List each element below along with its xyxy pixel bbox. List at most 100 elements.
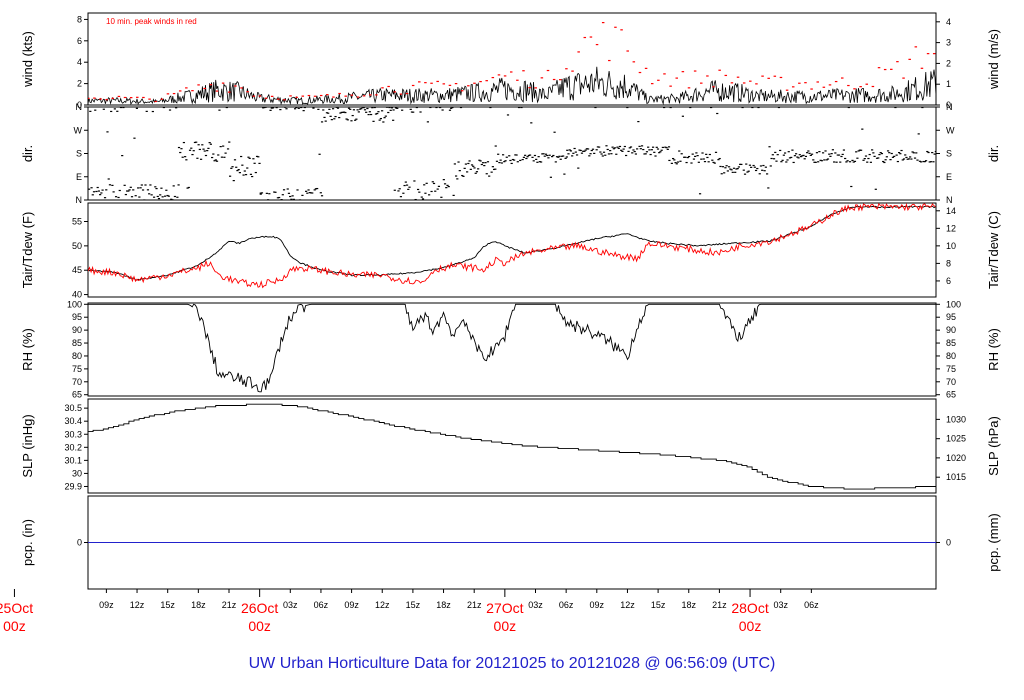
peak-wind-point	[932, 53, 936, 55]
wind-direction-point	[861, 128, 864, 130]
y2-axis-label: SLP (hPa)	[986, 416, 1001, 476]
wind-direction-point	[231, 166, 234, 168]
wind-direction-point	[177, 184, 180, 186]
wind-direction-point	[264, 107, 267, 108]
peak-wind-point	[847, 84, 850, 87]
wind-direction-point	[196, 157, 199, 159]
wind-direction-point	[453, 163, 456, 165]
wind-direction-point	[151, 110, 154, 113]
wind-direction-point	[906, 158, 909, 160]
wind-direction-point	[392, 109, 395, 111]
wind-direction-point	[209, 143, 212, 145]
wind-direction-point	[423, 184, 426, 186]
wind-direction-point	[765, 173, 769, 175]
day-label: 25Oct	[0, 600, 33, 616]
y-tick-label: 100	[67, 299, 82, 309]
x-tick-label: 21z	[467, 600, 482, 610]
wind-direction-point	[467, 162, 470, 165]
wind-direction-point	[282, 189, 286, 191]
wind-direction-point	[268, 193, 271, 195]
peak-wind-point	[234, 85, 237, 87]
y2-tick-label: 85	[946, 338, 956, 348]
wind-direction-point	[273, 191, 276, 193]
wind-direction-point	[774, 151, 777, 154]
peak-wind-point	[430, 82, 433, 84]
wind-direction-point	[923, 160, 926, 163]
wind-direction-point	[783, 152, 787, 154]
wind-direction-point	[350, 120, 353, 122]
wind-direction-point	[924, 160, 928, 162]
day-sub-label: 00z	[248, 618, 271, 634]
wind-direction-point	[307, 189, 310, 191]
wind-direction-point	[500, 162, 503, 164]
wind-direction-point	[494, 168, 497, 170]
wind-direction-point	[330, 119, 333, 121]
time-axis: 09z 12z 15z 18z 21z 03z 06z 09z 12z 15z 18z 21z 03z 0…	[0, 589, 819, 634]
wind-direction-point	[698, 193, 702, 195]
panel-pcp: 0 0 pcp. (in) pcp. (mm)	[20, 495, 1001, 590]
wind-direction-point	[311, 192, 314, 194]
wind-direction-point	[670, 162, 673, 164]
wind-direction-point	[920, 161, 923, 163]
wind-direction-point	[872, 152, 875, 154]
peak-wind-point	[88, 97, 90, 100]
wind-direction-point	[89, 110, 92, 112]
y-tick-label: 80	[72, 351, 82, 361]
wind-direction-point	[157, 197, 161, 200]
wind-direction-point	[432, 182, 436, 185]
slp-line	[88, 403, 936, 490]
wind-direction-point	[477, 168, 480, 170]
wind-direction-point	[150, 194, 153, 196]
wind-direction-point	[505, 156, 508, 158]
wind-direction-point	[408, 186, 411, 188]
wind-direction-point	[481, 162, 485, 164]
wind-direction-point	[856, 157, 859, 159]
wind-direction-point	[900, 149, 903, 152]
wind-direction-point	[845, 161, 848, 163]
plot-area	[88, 303, 936, 393]
wind-direction-point	[750, 166, 753, 168]
wind-direction-point	[569, 150, 573, 152]
wind-direction-point	[303, 107, 306, 109]
wind-direction-point	[181, 156, 184, 158]
y-tick-label: 0	[77, 538, 82, 548]
wind-direction-point	[510, 162, 513, 165]
peak-wind-point	[890, 68, 893, 70]
wind-direction-point	[495, 160, 499, 162]
y-tick-label: 29.9	[64, 481, 82, 491]
wind-direction-point	[313, 189, 316, 191]
peak-wind-point	[319, 94, 323, 97]
wind-direction-point	[436, 188, 439, 190]
y2-tick-label: S	[946, 149, 952, 159]
wind-direction-point	[220, 156, 224, 158]
wind-direction-point	[586, 148, 590, 150]
wind-direction-point	[208, 142, 211, 144]
wind-direction-point	[690, 162, 693, 164]
wind-direction-point	[547, 157, 550, 159]
y-tick-label: 30.5	[64, 403, 82, 413]
wind-direction-point	[577, 167, 580, 169]
wind-direction-point	[232, 180, 235, 182]
wind-direction-point	[594, 107, 597, 109]
wind-direction-point	[428, 194, 431, 196]
wind-direction-point	[579, 149, 582, 152]
wind-direction-point	[696, 155, 699, 157]
tdew-line	[88, 203, 936, 289]
wind-direction-point	[718, 157, 721, 160]
wind-direction-point	[129, 186, 132, 188]
wind-direction-point	[815, 152, 819, 154]
peak-wind-point	[142, 96, 145, 99]
wind-direction-point	[678, 150, 681, 152]
wind-direction-point	[331, 108, 335, 110]
wind-direction-point	[302, 110, 305, 112]
peak-wind-point	[307, 94, 311, 97]
x-tick-label: 09z	[99, 600, 114, 610]
peak-wind-point	[405, 92, 409, 95]
y2-tick-label: N	[946, 102, 953, 112]
peak-wind-point	[675, 77, 678, 79]
x-tick-label: 15z	[406, 600, 421, 610]
y-tick-label: 2	[77, 79, 82, 89]
x-tick-label: 18z	[191, 600, 206, 610]
peak-wind-point	[332, 96, 335, 98]
wind-direction-point	[644, 153, 647, 155]
